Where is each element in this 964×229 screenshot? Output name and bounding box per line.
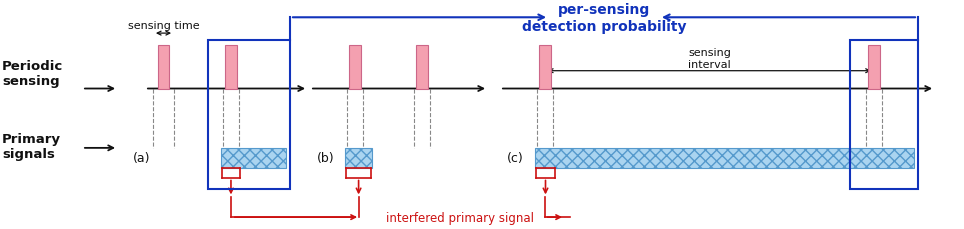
Bar bbox=[158, 46, 170, 89]
Text: (a): (a) bbox=[132, 151, 150, 164]
Bar bbox=[345, 148, 372, 168]
Bar bbox=[868, 46, 879, 89]
Bar bbox=[535, 148, 914, 168]
Bar bbox=[539, 46, 550, 89]
Bar bbox=[850, 41, 918, 190]
Text: (c): (c) bbox=[507, 151, 523, 164]
Text: Primary
signals: Primary signals bbox=[2, 132, 61, 160]
Text: detection probability: detection probability bbox=[522, 20, 686, 34]
Text: (b): (b) bbox=[317, 151, 335, 164]
Text: interfered primary signal: interfered primary signal bbox=[386, 211, 534, 224]
Text: Periodic
sensing: Periodic sensing bbox=[2, 60, 64, 87]
Bar bbox=[221, 148, 286, 168]
Bar bbox=[349, 46, 361, 89]
Text: sensing
interval: sensing interval bbox=[688, 48, 731, 69]
Text: per-sensing: per-sensing bbox=[558, 3, 650, 17]
Bar bbox=[416, 46, 428, 89]
Bar bbox=[208, 41, 290, 190]
Bar bbox=[226, 46, 237, 89]
Text: sensing time: sensing time bbox=[127, 21, 200, 31]
